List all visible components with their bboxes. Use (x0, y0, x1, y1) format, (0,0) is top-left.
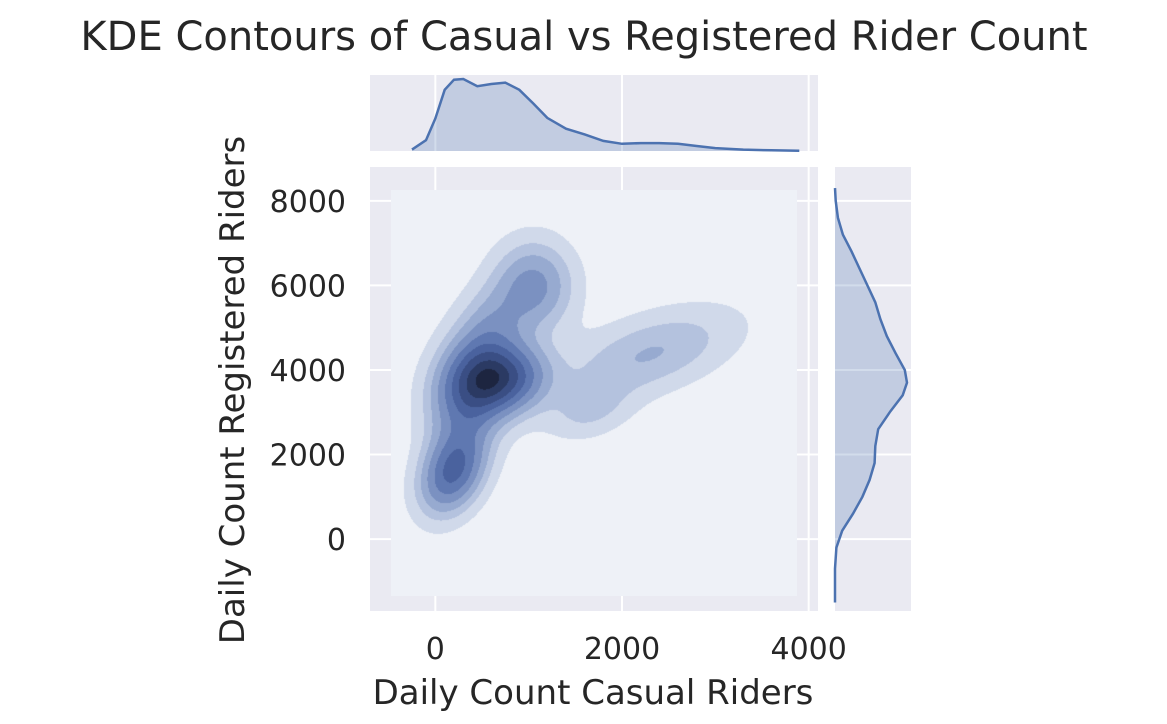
marginal-x-panel (370, 75, 818, 153)
marginal-y-fill (835, 188, 907, 603)
x-tick-label: 2000 (584, 632, 660, 667)
marginal-x-curve (411, 77, 800, 153)
x-tick-label: 4000 (770, 632, 846, 667)
marginal-x-fill (412, 79, 800, 151)
y-tick-label: 0 (327, 523, 346, 558)
marginal-y-panel (833, 167, 911, 611)
chart-title: KDE Contours of Casual vs Registered Rid… (80, 14, 1087, 60)
joint-kde-panel: 0 2000 4000 0 2000 4000 6000 8000 (270, 167, 847, 667)
y-axis-title: Daily Count Registered Riders (213, 136, 253, 644)
y-tick-label: 2000 (270, 439, 346, 474)
marginal-y-curve (833, 188, 909, 603)
x-axis-title: Daily Count Casual Riders (373, 673, 814, 713)
kde-density-contours (391, 190, 797, 596)
marginal-y-background (835, 167, 911, 611)
x-tick-label: 0 (426, 632, 445, 667)
y-tick-label: 8000 (270, 185, 346, 220)
y-tick-label: 4000 (270, 354, 346, 389)
y-tick-label: 6000 (270, 269, 346, 304)
